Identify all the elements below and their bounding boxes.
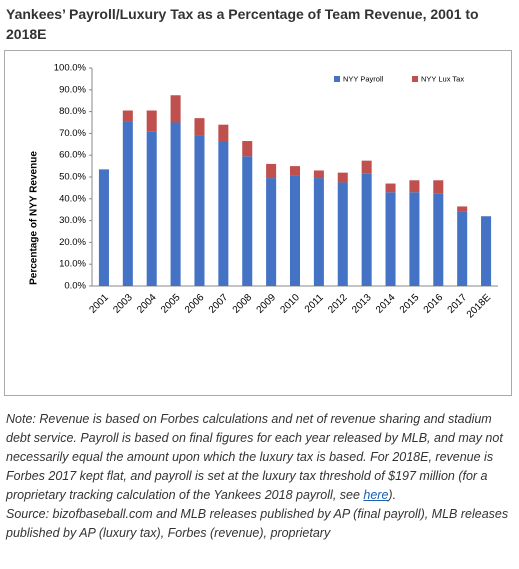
bar-segment [194, 135, 205, 286]
bar-segment [409, 192, 420, 286]
y-tick-label: 50.0% [59, 172, 86, 183]
bar-segment [313, 178, 324, 286]
bar-segment [433, 180, 444, 194]
bar-segment [313, 170, 324, 179]
legend-label: NYY Lux Tax [421, 74, 464, 83]
bar-segment [146, 110, 157, 132]
bar-segment [433, 193, 444, 286]
bar-segment [457, 206, 468, 212]
bar-segment [122, 110, 133, 122]
y-tick-label: 0.0% [64, 281, 86, 292]
y-tick-label: 100.0% [54, 63, 87, 74]
y-tick-label: 70.0% [59, 128, 86, 139]
bar-segment [146, 131, 157, 286]
bar-segment [170, 95, 181, 123]
y-tick-label: 20.0% [59, 237, 86, 248]
note-link[interactable]: here [363, 488, 389, 502]
y-tick-label: 80.0% [59, 106, 86, 117]
bar-segment [481, 216, 492, 286]
note-body: Note: Revenue is based on Forbes calcula… [6, 412, 503, 502]
bar-segment [122, 121, 133, 286]
chart-frame [4, 50, 512, 396]
note-end: ). [388, 488, 397, 502]
y-tick-label: 60.0% [59, 150, 86, 161]
bar-segment [98, 169, 109, 286]
bar-segment [337, 172, 348, 183]
bar-segment [337, 182, 348, 286]
bar-segment [266, 163, 277, 179]
bar-segment [289, 175, 301, 286]
y-tick-label: 30.0% [59, 215, 86, 226]
legend-label: NYY Payroll [343, 74, 384, 83]
bar-segment [218, 124, 229, 142]
source-text: Source: bizofbaseball.com and MLB releas… [6, 507, 509, 540]
bar-segment [194, 118, 205, 136]
chart: Percentage of NYY Revenue 0.0% 10.0% 20.0%… [4, 50, 512, 396]
bar-segment [218, 141, 229, 286]
note-text: Note: Revenue is based on Forbes calcula… [6, 410, 514, 505]
bar-segment [242, 141, 253, 157]
bar-segment [266, 178, 277, 286]
bar-segment [361, 173, 372, 286]
y-tick-label: 90.0% [59, 84, 86, 95]
chart-title: Yankees’ Payroll/Luxury Tax as a Percent… [6, 6, 479, 42]
y-tick-label: 40.0% [59, 193, 86, 204]
bar-segment [385, 192, 396, 286]
y-axis-title: Percentage of NYY Revenue [29, 151, 40, 285]
bar-segment [409, 180, 420, 193]
bar-segment [385, 183, 396, 193]
bar-segment [242, 156, 253, 286]
note: Note: Revenue is based on Forbes calcula… [6, 410, 514, 543]
bar-segment [170, 122, 181, 286]
bar-segment [289, 166, 301, 176]
legend-swatch [412, 76, 418, 82]
y-tick-label: 10.0% [59, 259, 86, 270]
bar-segment [361, 160, 372, 174]
legend-swatch [334, 76, 340, 82]
bar-segment [457, 211, 468, 286]
